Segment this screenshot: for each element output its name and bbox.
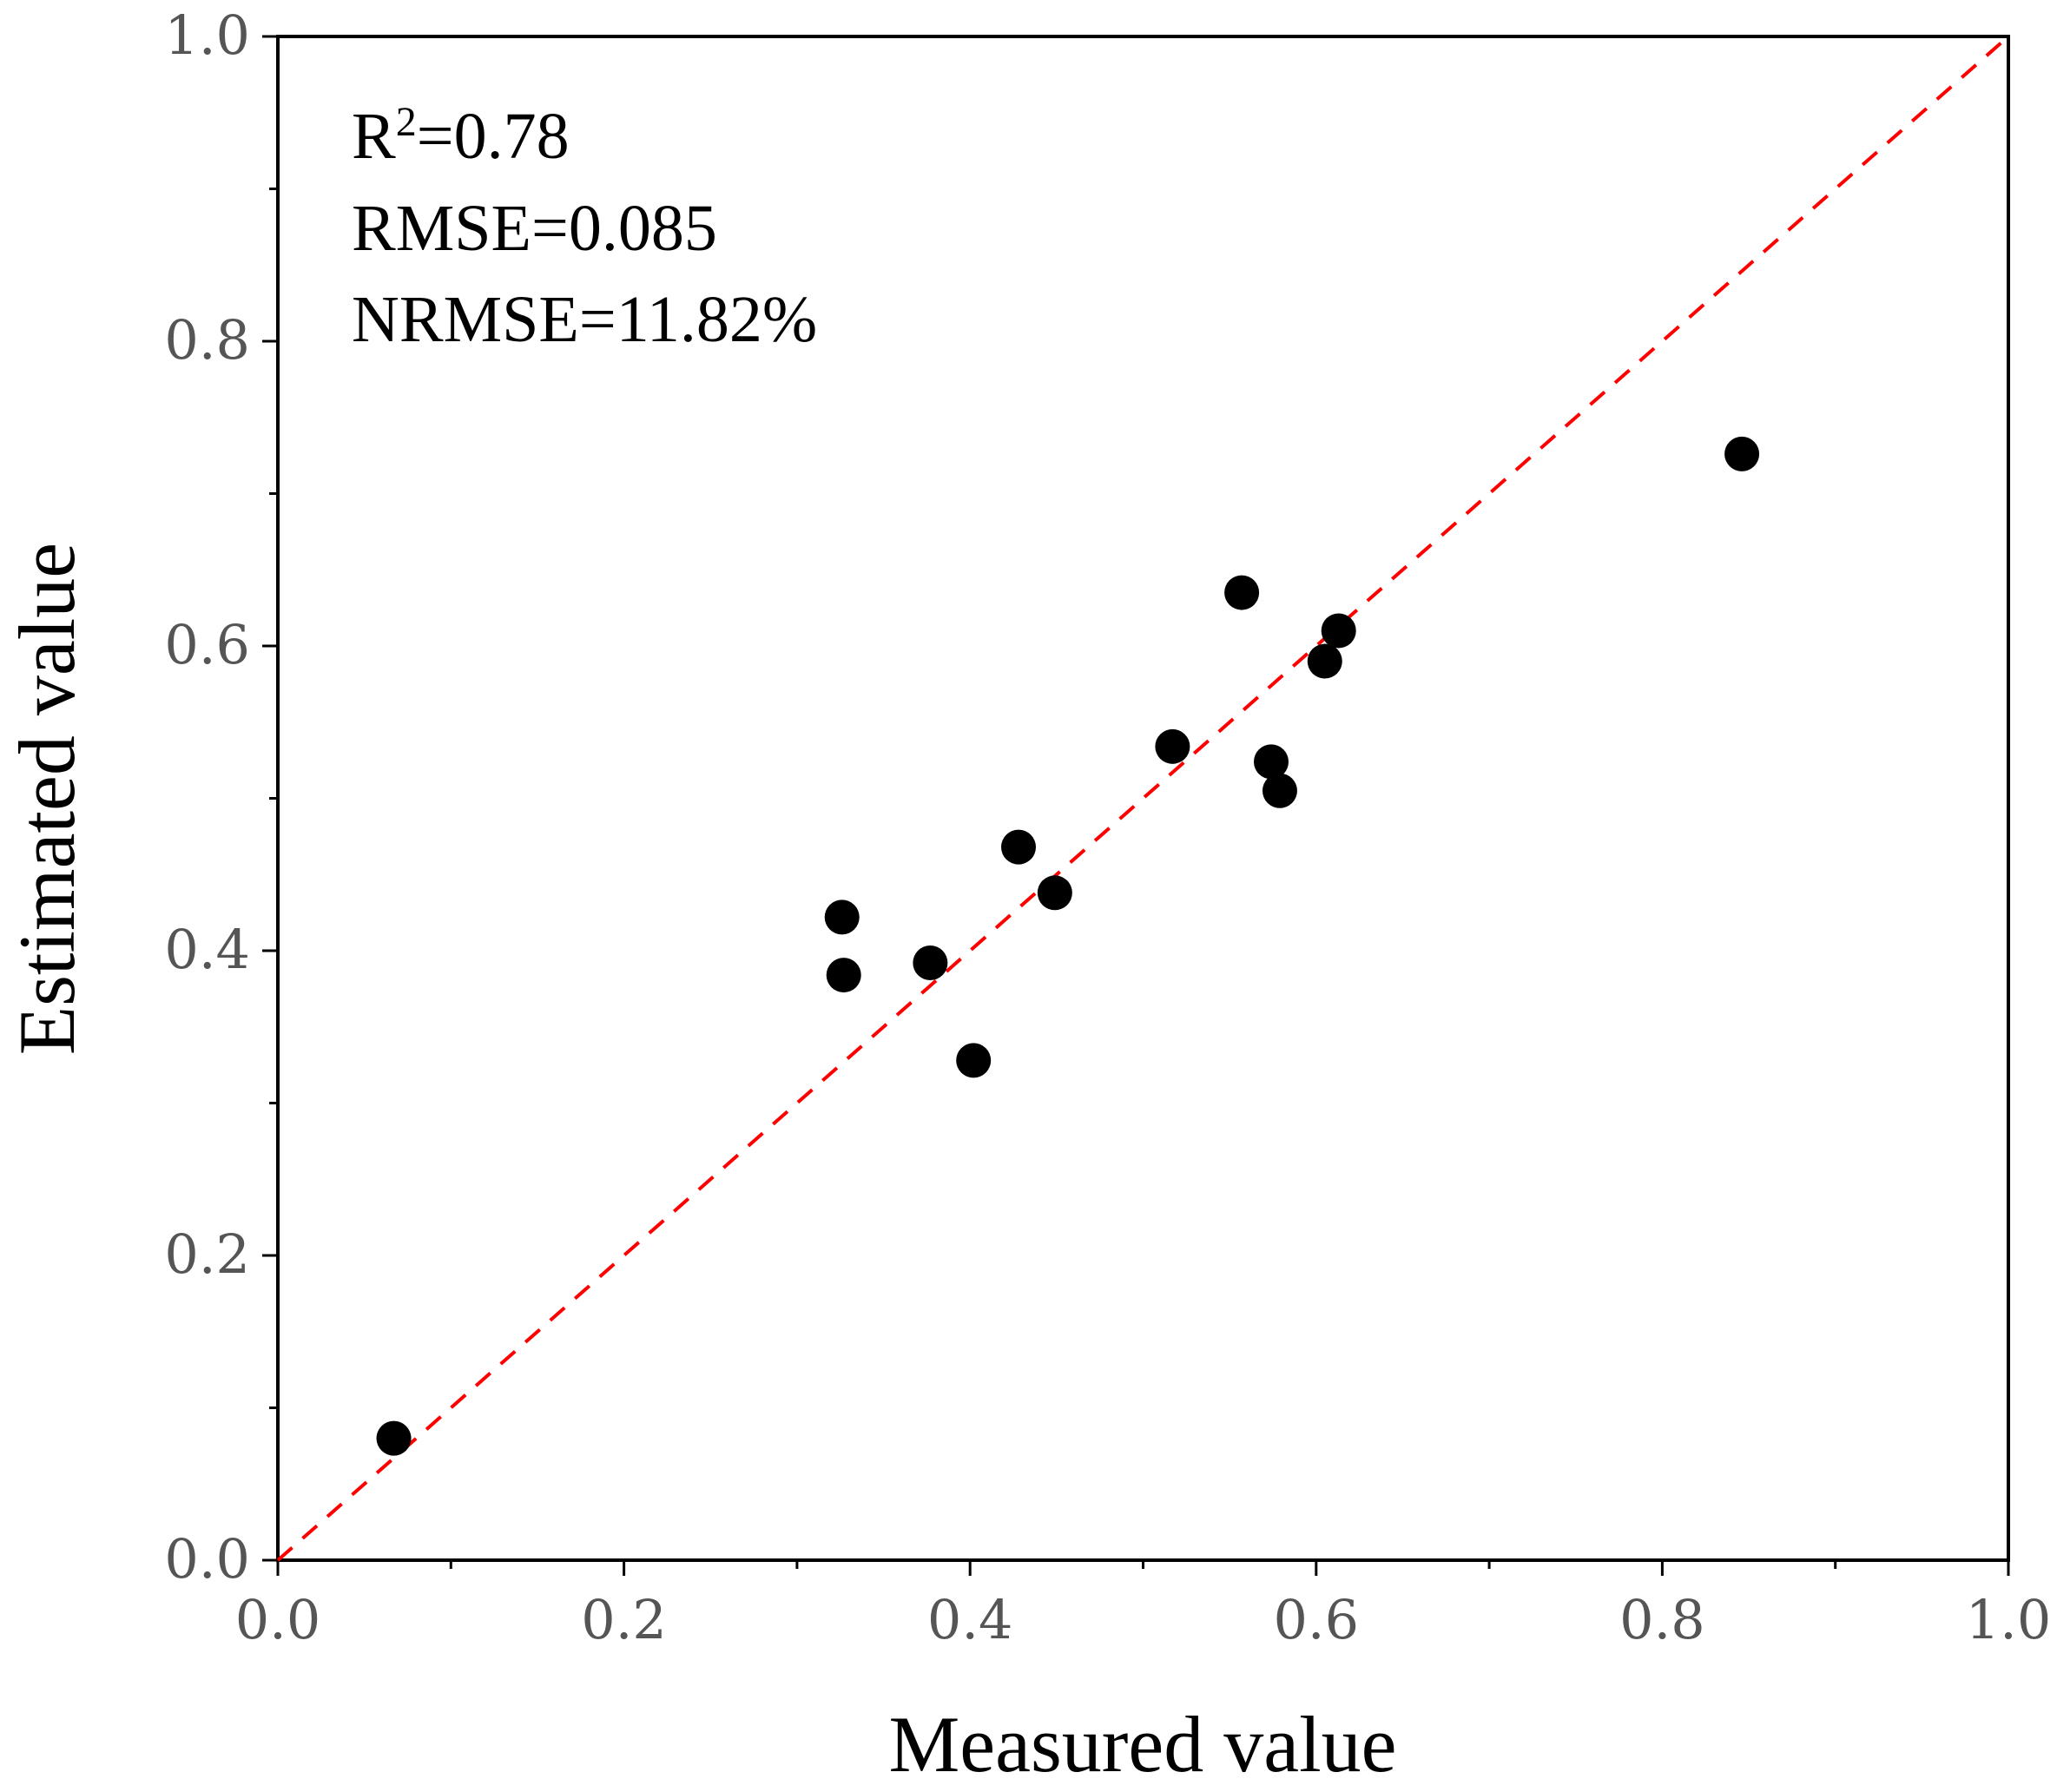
axis-ticks: 0.00.0 0.2 0.2 0.4 0.4 0.6 0.6 0.8 0.8 1.0 1.0 — [164, 3, 2051, 1651]
data-point — [1262, 773, 1297, 808]
y-axis-title: Estimated value — [3, 543, 91, 1055]
x-axis-title: Measured value — [889, 1700, 1397, 1789]
x-tick-label: 0.8 — [1619, 1588, 1705, 1651]
data-point — [1001, 829, 1037, 865]
y-tick-label: 0.8 — [164, 308, 250, 372]
data-point — [824, 899, 860, 935]
data-point — [1037, 875, 1072, 911]
y-tick-label: 1.0 — [164, 3, 250, 67]
data-point — [1307, 643, 1342, 679]
y-tick-label: 0.2 — [164, 1222, 250, 1286]
y-tick-label: 0.6 — [164, 613, 250, 676]
annotation-nrmse: NRMSE=11.82% — [352, 283, 817, 356]
x-tick-label: 0.2 — [581, 1588, 667, 1651]
annotation-r2: R2=0.78 — [352, 99, 570, 174]
x-tick-label: 1.0 — [1966, 1588, 2052, 1651]
data-points — [376, 436, 1760, 1456]
annotation-rmse: RMSE=0.085 — [352, 192, 717, 265]
x-tick-label: 0.0 — [235, 1588, 321, 1651]
data-point — [1321, 613, 1356, 649]
y-tick-label: 0.4 — [164, 918, 250, 981]
data-point — [1253, 744, 1289, 780]
y-tick-label: 0.0 — [164, 1527, 250, 1591]
reference-line — [276, 35, 2010, 1562]
data-point — [826, 958, 861, 993]
data-point — [913, 945, 948, 981]
data-point — [1724, 436, 1760, 471]
x-tick-label: 0.4 — [927, 1588, 1013, 1651]
data-point — [376, 1420, 412, 1456]
data-point — [1155, 728, 1190, 764]
reference-line-group — [276, 35, 2010, 1562]
x-tick-label: 0.6 — [1273, 1588, 1359, 1651]
data-point — [956, 1043, 992, 1078]
data-point — [1224, 575, 1260, 610]
